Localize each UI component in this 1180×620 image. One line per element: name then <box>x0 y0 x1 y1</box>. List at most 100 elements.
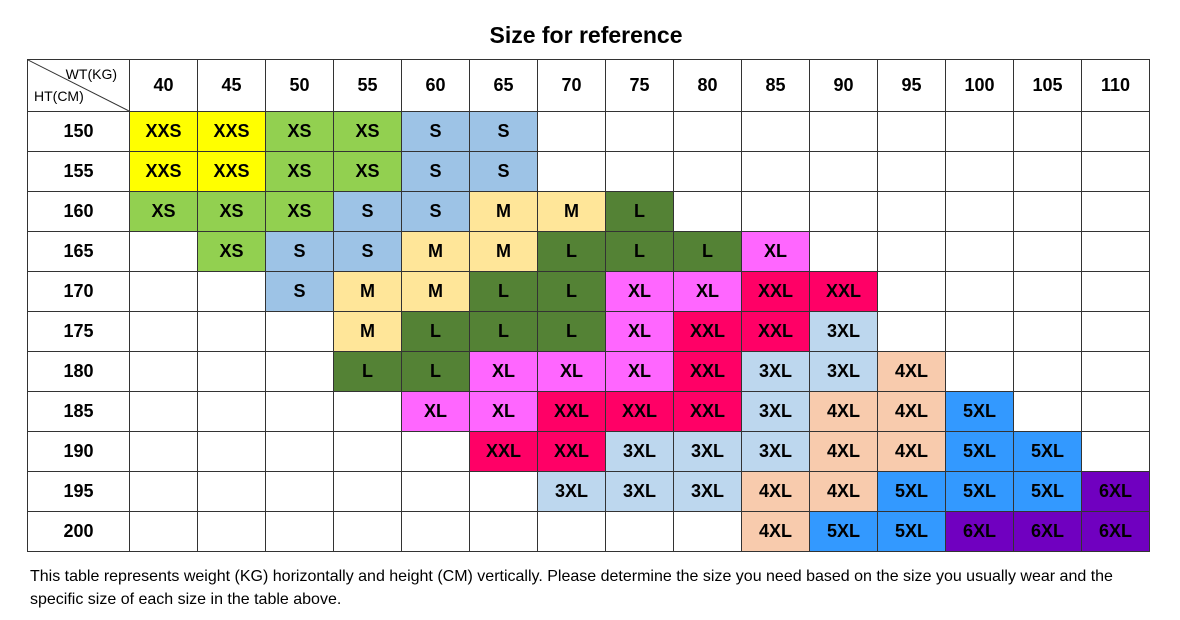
empty-cell <box>129 471 198 512</box>
size-cell: 5XL <box>877 471 946 512</box>
size-cell: L <box>605 191 674 232</box>
corner-header-cell: WT(KG) HT(CM) <box>27 59 130 112</box>
weight-header-cell: 110 <box>1081 59 1150 112</box>
empty-cell <box>741 151 810 192</box>
size-cell: 5XL <box>945 471 1014 512</box>
empty-cell <box>673 191 742 232</box>
empty-cell <box>469 511 538 552</box>
empty-cell <box>673 151 742 192</box>
empty-cell <box>945 271 1014 312</box>
size-cell: XL <box>605 271 674 312</box>
size-cell: XL <box>605 311 674 352</box>
empty-cell <box>1081 111 1150 152</box>
size-cell: 4XL <box>809 391 878 432</box>
size-cell: 4XL <box>809 431 878 472</box>
empty-cell <box>945 151 1014 192</box>
size-cell: 3XL <box>605 431 674 472</box>
empty-cell <box>1013 231 1082 272</box>
empty-cell <box>1081 311 1150 352</box>
empty-cell <box>1013 311 1082 352</box>
empty-cell <box>877 151 946 192</box>
empty-cell <box>1013 351 1082 392</box>
empty-cell <box>1013 111 1082 152</box>
size-cell: 5XL <box>945 431 1014 472</box>
empty-cell <box>265 471 334 512</box>
empty-cell <box>1081 231 1150 272</box>
size-cell: 4XL <box>809 471 878 512</box>
empty-cell <box>129 431 198 472</box>
size-cell: 4XL <box>877 431 946 472</box>
size-cell: S <box>401 111 470 152</box>
size-cell: XXL <box>741 271 810 312</box>
table-row: 195 3XL 3XL 3XL 4XL 4XL 5XL 5XL 5XL 6XL <box>27 471 1150 512</box>
empty-cell <box>333 471 402 512</box>
empty-cell <box>877 311 946 352</box>
empty-cell <box>197 511 266 552</box>
table-row: 150 XXS XXS XS XS S S <box>27 111 1150 152</box>
empty-cell <box>537 511 606 552</box>
size-cell: S <box>469 111 538 152</box>
table-row: 160 XS XS XS S S M M L <box>27 191 1150 232</box>
empty-cell <box>537 111 606 152</box>
size-cell: L <box>605 231 674 272</box>
size-cell: XXS <box>129 151 198 192</box>
empty-cell <box>1013 151 1082 192</box>
empty-cell <box>333 511 402 552</box>
size-cell: XXL <box>673 311 742 352</box>
size-cell: L <box>537 311 606 352</box>
size-cell: 3XL <box>741 431 810 472</box>
size-cell: L <box>537 271 606 312</box>
size-cell: 5XL <box>1013 471 1082 512</box>
weight-header-cell: 95 <box>877 59 946 112</box>
height-header-cell: 195 <box>27 471 130 512</box>
empty-cell <box>605 111 674 152</box>
weight-header-cell: 40 <box>129 59 198 112</box>
size-cell: L <box>469 311 538 352</box>
size-cell: 6XL <box>1081 471 1150 512</box>
size-cell: 4XL <box>877 351 946 392</box>
size-cell: L <box>401 351 470 392</box>
empty-cell <box>1081 151 1150 192</box>
weight-header-cell: 55 <box>333 59 402 112</box>
empty-cell <box>537 151 606 192</box>
empty-cell <box>265 311 334 352</box>
size-cell: 3XL <box>809 351 878 392</box>
size-cell: M <box>333 271 402 312</box>
empty-cell <box>877 231 946 272</box>
size-cell: L <box>537 231 606 272</box>
empty-cell <box>877 271 946 312</box>
empty-cell <box>1081 351 1150 392</box>
size-cell: XS <box>265 151 334 192</box>
size-cell: XS <box>265 111 334 152</box>
table-row: 170 S M M L L XL XL XXL XXL <box>27 271 1150 312</box>
size-cell: 6XL <box>1013 511 1082 552</box>
empty-cell <box>605 511 674 552</box>
page-title: Size for reference <box>489 22 683 48</box>
size-cell: 5XL <box>877 511 946 552</box>
size-cell: M <box>401 271 470 312</box>
size-cell: XL <box>741 231 810 272</box>
size-cell: 4XL <box>741 471 810 512</box>
empty-cell <box>129 231 198 272</box>
empty-cell <box>129 511 198 552</box>
height-header-cell: 175 <box>27 311 130 352</box>
size-cell: 3XL <box>673 431 742 472</box>
size-cell: 6XL <box>945 511 1014 552</box>
weight-header-cell: 90 <box>809 59 878 112</box>
size-cell: XXL <box>741 311 810 352</box>
height-header-cell: 170 <box>27 271 130 312</box>
table-row: 165 XS S S M M L L L XL <box>27 231 1150 272</box>
size-cell: XS <box>333 111 402 152</box>
size-cell: XS <box>265 191 334 232</box>
empty-cell <box>809 231 878 272</box>
empty-cell <box>265 431 334 472</box>
size-cell: XS <box>197 231 266 272</box>
weight-header-cell: 70 <box>537 59 606 112</box>
empty-cell <box>1081 431 1150 472</box>
empty-cell <box>945 111 1014 152</box>
size-cell: XL <box>673 271 742 312</box>
empty-cell <box>1081 391 1150 432</box>
height-header-cell: 165 <box>27 231 130 272</box>
table-row: 200 4XL 5XL 5XL 6XL 6XL 6XL <box>27 511 1150 552</box>
empty-cell <box>197 471 266 512</box>
